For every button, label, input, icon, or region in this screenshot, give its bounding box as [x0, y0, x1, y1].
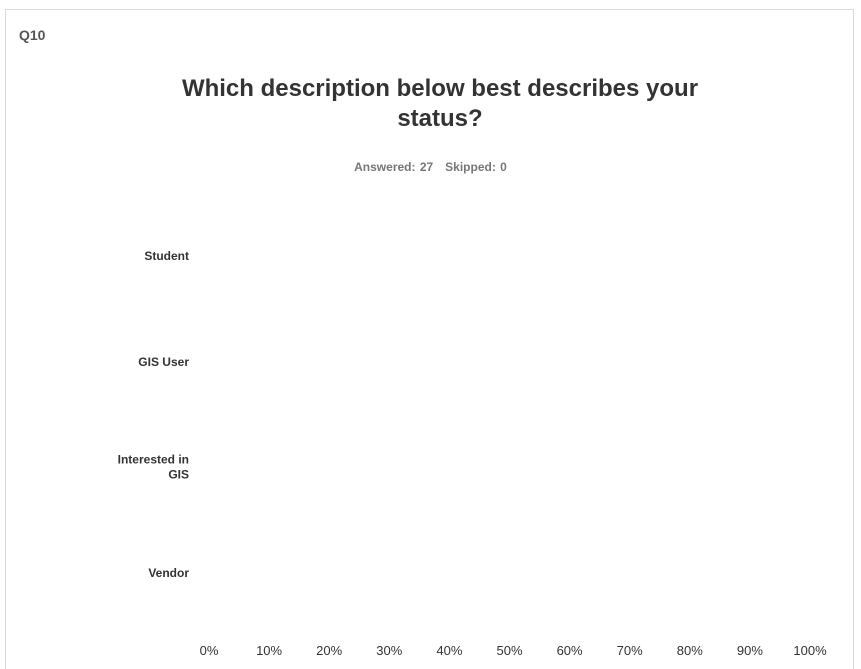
- category-label: Interested in GIS: [118, 453, 189, 482]
- x-tick-label: 50%: [496, 643, 522, 658]
- answered-count: Answered: 27: [354, 160, 434, 174]
- x-tick-label: 100%: [793, 643, 827, 658]
- x-tick-label: 60%: [557, 643, 583, 658]
- x-tick-label: 40%: [436, 643, 462, 658]
- chart-title: Which description below best describes y…: [181, 75, 699, 132]
- category-label: Vendor: [148, 566, 189, 580]
- x-tick-label: 0%: [200, 643, 219, 658]
- skipped-count: Skipped: 0: [445, 160, 507, 174]
- category-label: GIS User: [138, 355, 189, 369]
- x-tick-label: 30%: [376, 643, 402, 658]
- category-label: Student: [144, 249, 189, 263]
- x-tick-label: 10%: [256, 643, 282, 658]
- x-tick-label: 90%: [737, 643, 763, 658]
- question-number: Q10: [19, 27, 46, 43]
- x-tick-label: 20%: [316, 643, 342, 658]
- x-tick-label: 70%: [617, 643, 643, 658]
- question-card: Q10: [5, 9, 854, 669]
- x-tick-label: 80%: [677, 643, 703, 658]
- response-counts: Answered: 27 Skipped: 0: [0, 160, 861, 174]
- category-labels: Student GIS User Interested in GIS Vendor: [118, 249, 190, 580]
- x-axis-ticks: 0% 10% 20% 30% 40% 50% 60% 70% 80% 90% 100%: [200, 643, 827, 658]
